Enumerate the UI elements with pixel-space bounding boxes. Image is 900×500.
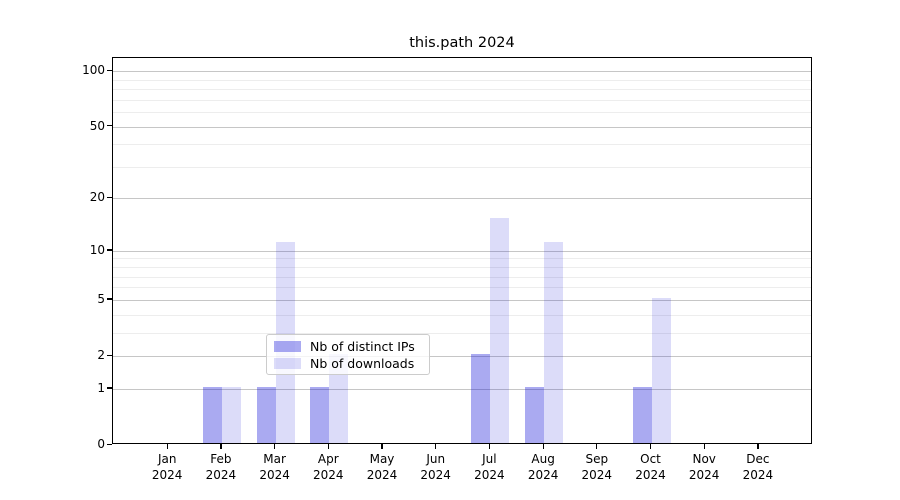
y-axis-tick — [107, 354, 112, 356]
legend-item: Nb of distinct IPs — [274, 340, 422, 353]
x-axis-tick-label: Feb 2024 — [205, 452, 237, 482]
legend-item: Nb of downloads — [274, 357, 422, 370]
bar-downloads — [544, 241, 564, 443]
x-axis-tick — [435, 444, 437, 449]
bar-downloads — [490, 218, 510, 443]
major-gridline — [113, 356, 811, 357]
minor-gridline — [113, 89, 811, 91]
legend: Nb of distinct IPs Nb of downloads — [266, 334, 430, 375]
x-axis-tick — [488, 444, 491, 449]
legend-swatch-downloads — [274, 357, 301, 369]
y-axis-tick-label: 5 — [97, 291, 105, 306]
x-axis-tick-label: Jun 2024 — [420, 452, 451, 482]
x-axis-tick — [381, 444, 383, 449]
x-axis-tick-label: Nov 2024 — [688, 452, 720, 482]
x-axis-tick-label: Oct 2024 — [635, 452, 666, 482]
minor-gridline — [113, 276, 811, 278]
y-axis-tick — [107, 196, 112, 199]
y-axis-tick — [107, 443, 112, 445]
x-axis-tick — [703, 444, 705, 449]
y-axis-tick-label: 100 — [82, 63, 105, 78]
chart-title: this.path 2024 — [409, 35, 515, 51]
minor-gridline — [113, 314, 811, 316]
bar-distinct-ips — [632, 386, 652, 443]
x-axis-tick — [542, 444, 544, 449]
bar-distinct-ips — [525, 386, 545, 443]
minor-gridline — [113, 99, 811, 101]
y-axis-tick-label: 2 — [97, 348, 105, 362]
minor-gridline — [113, 112, 811, 114]
major-gridline — [113, 299, 811, 301]
bar-downloads — [221, 386, 241, 443]
major-gridline — [113, 198, 811, 200]
y-axis-tick-label: 20 — [89, 190, 105, 205]
x-axis-tick — [649, 444, 652, 449]
x-axis-tick — [596, 444, 598, 449]
x-axis-tick-label: Jul 2024 — [474, 452, 505, 482]
bar-distinct-ips — [310, 386, 330, 443]
major-gridline — [113, 71, 811, 73]
bar-distinct-ips — [471, 354, 491, 443]
x-axis-tick-label: May 2024 — [366, 452, 398, 482]
x-axis-tick — [220, 444, 222, 449]
minor-gridline — [113, 258, 811, 260]
legend-label: Nb of distinct IPs — [310, 338, 415, 354]
minor-gridline — [113, 79, 811, 81]
y-axis-tick-label: 1 — [97, 380, 105, 395]
y-axis-tick — [107, 387, 112, 389]
major-gridline — [113, 126, 811, 128]
bar-distinct-ips — [202, 386, 222, 443]
x-axis-tick-label: Mar 2024 — [259, 452, 290, 482]
y-axis-tick — [107, 125, 112, 127]
x-axis-tick — [327, 444, 329, 449]
y-axis-tick — [107, 249, 112, 251]
minor-gridline — [113, 144, 811, 146]
minor-gridline — [113, 287, 811, 289]
x-axis-tick-label: Jan 2024 — [151, 452, 183, 482]
major-gridline — [113, 388, 811, 390]
bar-distinct-ips — [256, 386, 276, 443]
minor-gridline — [113, 267, 811, 269]
minor-gridline — [113, 332, 811, 334]
legend-label: Nb of downloads — [310, 355, 415, 371]
x-axis-tick-label: Apr 2024 — [313, 452, 344, 482]
y-axis-tick-label: 10 — [89, 242, 105, 257]
x-axis-tick — [274, 444, 276, 449]
x-axis-tick-label: Sep 2024 — [581, 452, 613, 482]
plot-area — [112, 57, 812, 444]
x-axis-tick-label: Dec 2024 — [742, 452, 774, 482]
y-axis-tick-label: 50 — [89, 118, 105, 133]
y-axis-tick — [107, 298, 112, 300]
legend-swatch-distinct-ips — [274, 340, 301, 352]
bar-downloads — [329, 354, 349, 443]
bar-downloads — [651, 297, 671, 443]
major-gridline — [113, 250, 811, 252]
x-axis-tick-label: Aug 2024 — [527, 452, 559, 482]
y-axis-tick — [107, 69, 112, 71]
x-axis-tick — [757, 444, 759, 449]
y-axis-tick-label: 0 — [97, 437, 105, 451]
x-axis-tick — [166, 444, 168, 449]
minor-gridline — [113, 166, 811, 168]
